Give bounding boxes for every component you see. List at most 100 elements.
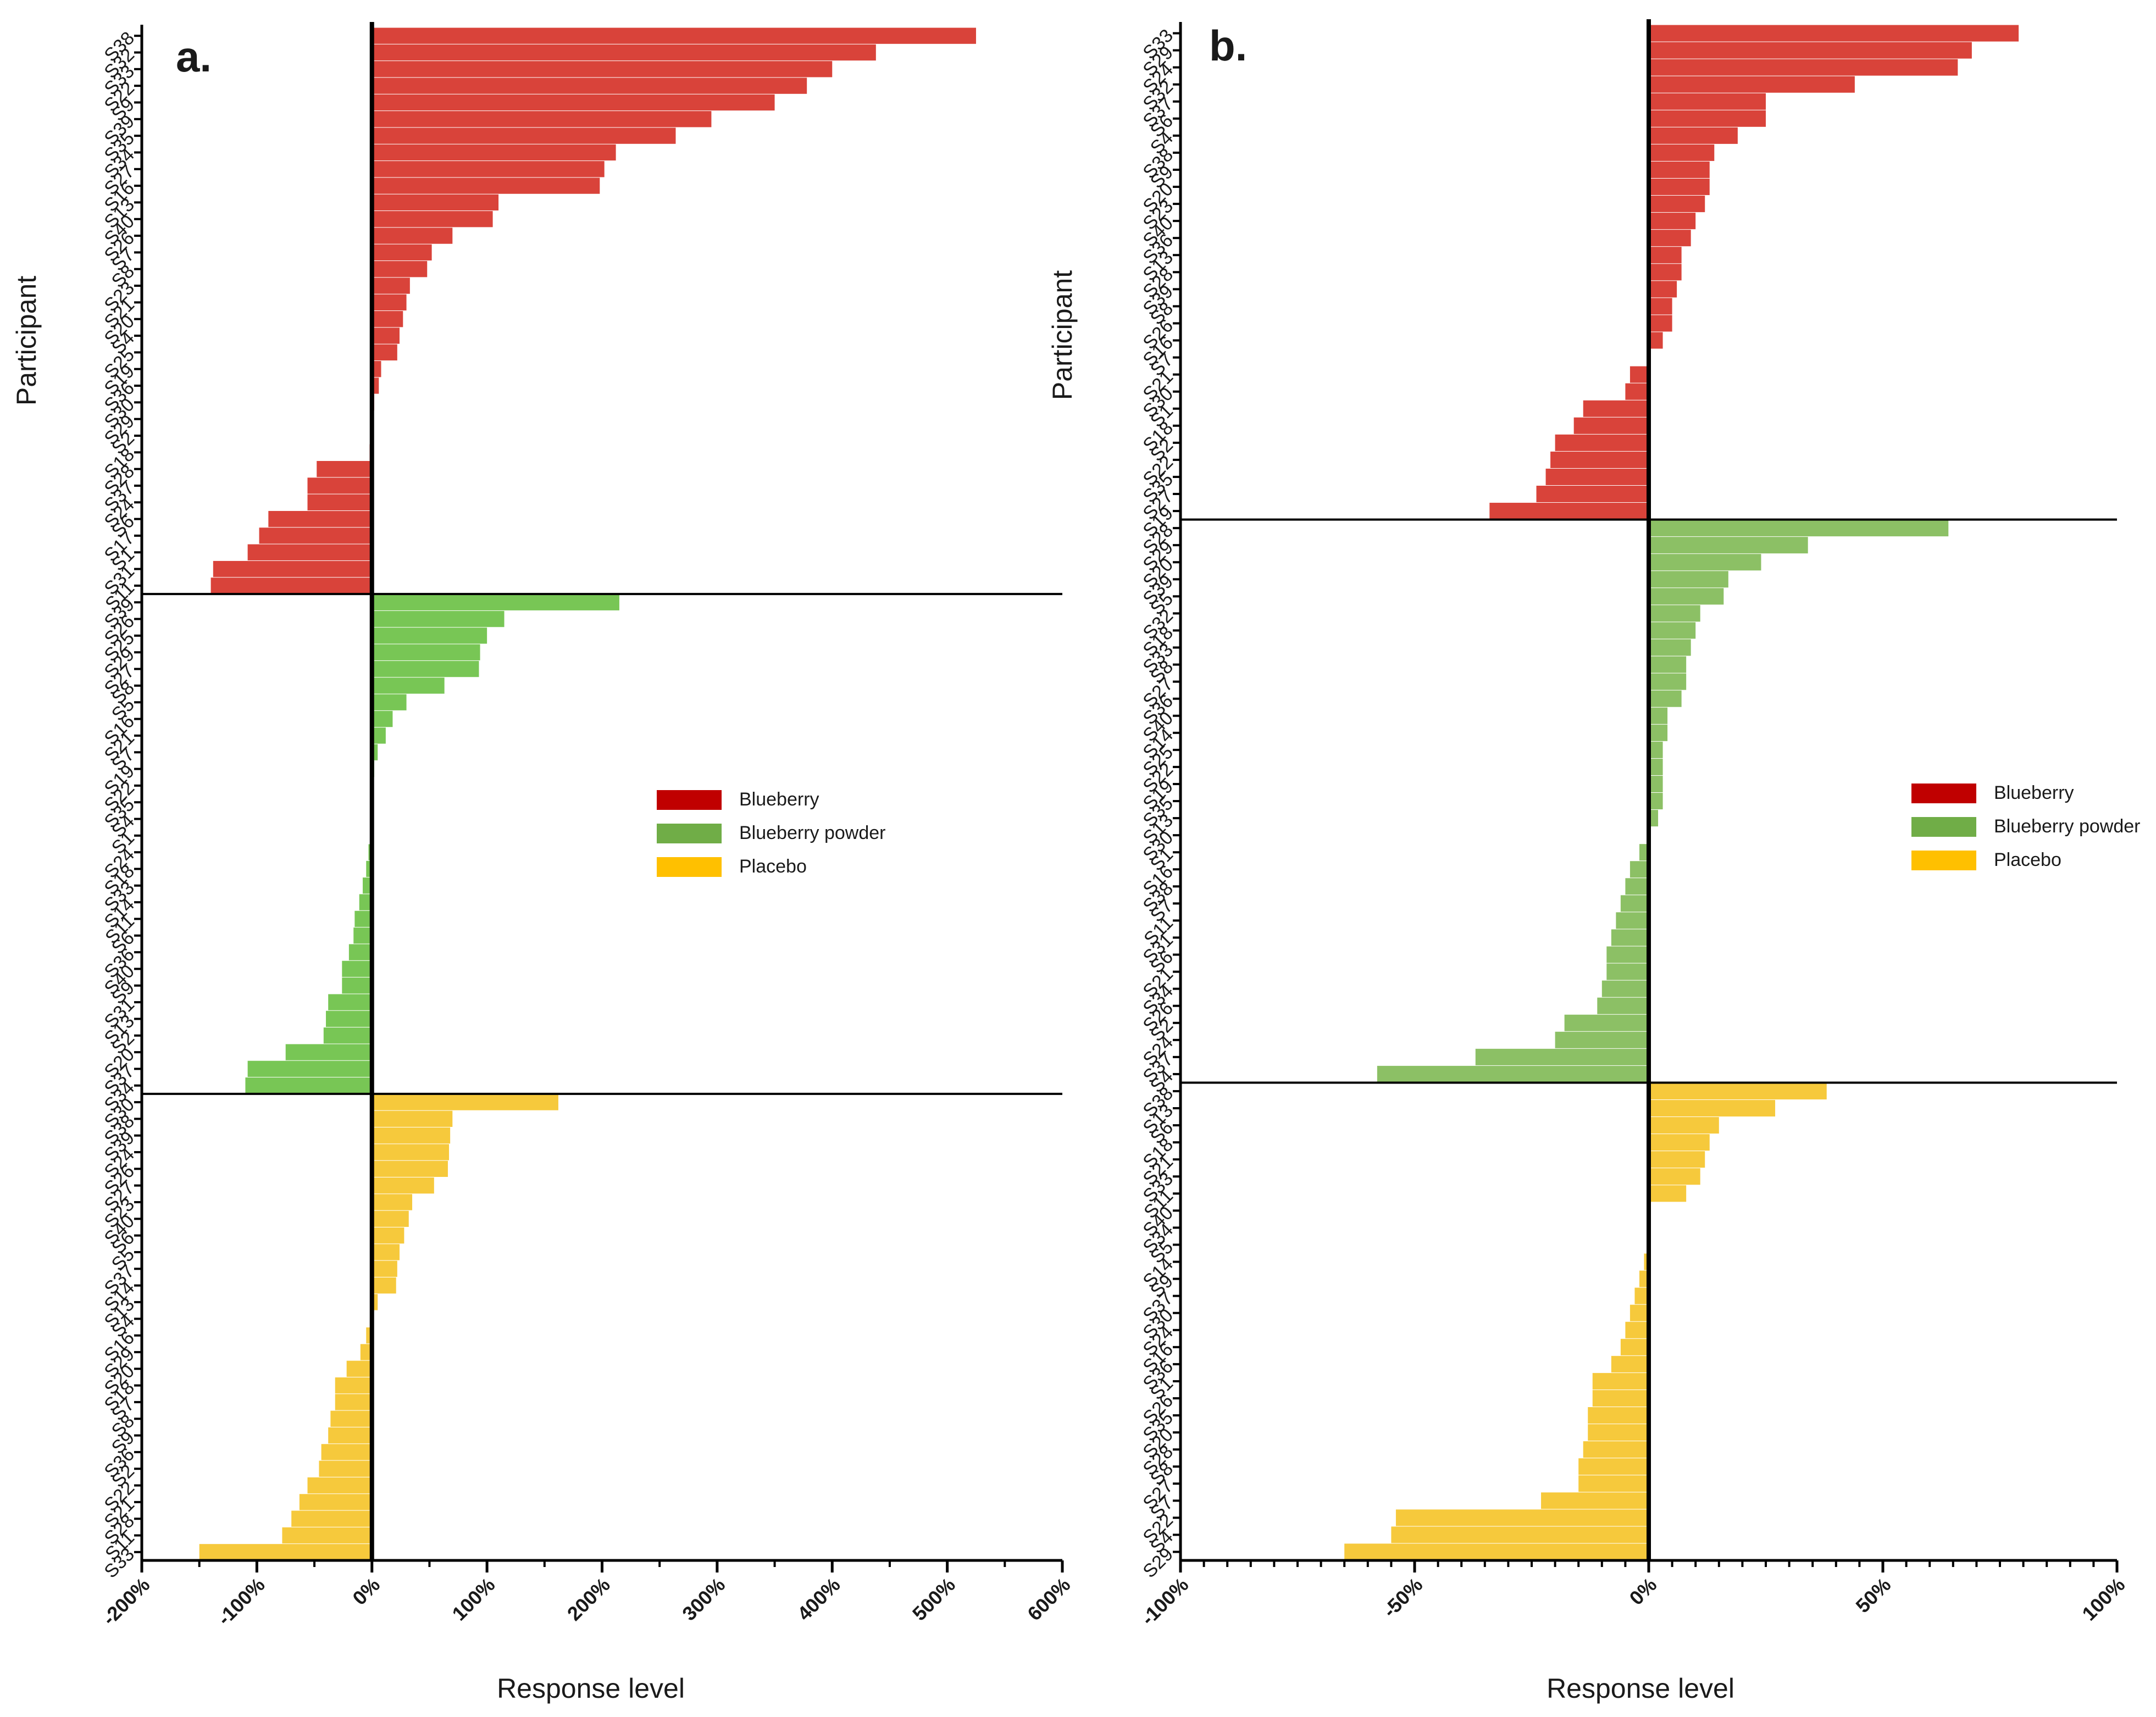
bar [360, 1344, 372, 1360]
bar [1649, 639, 1691, 656]
bar [285, 1044, 372, 1060]
bar [247, 1060, 372, 1077]
bar [1649, 25, 2019, 42]
y-axis-label: Participant [1047, 270, 1078, 400]
bar [372, 227, 453, 244]
bar [1639, 1270, 1649, 1287]
x-tick-label: 400% [793, 1573, 845, 1625]
bar [1649, 298, 1672, 315]
bar [372, 161, 605, 177]
bar [1620, 1338, 1649, 1355]
bar [1555, 434, 1649, 451]
x-tick-label: 50% [1851, 1573, 1895, 1617]
bar [1649, 1117, 1719, 1134]
chart-panel-b: S33S29S24S32S37S6S4S38S9S20S23S40S36S13S… [1047, 19, 2140, 1704]
bar [1611, 1355, 1649, 1373]
bar [372, 61, 833, 77]
bar [372, 194, 499, 211]
panel-label: a. [176, 32, 212, 81]
bar [372, 1127, 451, 1144]
bar [1588, 1424, 1649, 1441]
bar [372, 627, 487, 644]
bar [1578, 1475, 1649, 1492]
legend-label: Blueberry [1994, 782, 2074, 803]
bar [372, 1110, 453, 1127]
bar [372, 1210, 409, 1227]
legend-label: Blueberry [739, 789, 819, 810]
bar [1606, 946, 1649, 963]
bar [1592, 1390, 1649, 1407]
bar [348, 944, 372, 960]
bar [291, 1510, 372, 1527]
bar [328, 1427, 372, 1444]
bar [372, 94, 775, 111]
legend-label: Placebo [739, 856, 807, 877]
bar [330, 1410, 372, 1427]
bar [366, 1327, 372, 1344]
bar [1391, 1526, 1649, 1543]
bar [1639, 844, 1649, 861]
bar [372, 1277, 396, 1294]
bar [1649, 144, 1715, 161]
bar [1588, 1407, 1649, 1424]
bar [1649, 605, 1700, 622]
bar [346, 1360, 372, 1377]
bar [1649, 810, 1659, 827]
bar [372, 1227, 404, 1244]
bar [1649, 622, 1696, 639]
bar [307, 494, 372, 510]
bar [372, 361, 381, 377]
bar [372, 344, 397, 361]
bar [245, 1077, 372, 1094]
bar [319, 1460, 372, 1477]
bar [1649, 1185, 1687, 1202]
bar [1475, 1048, 1649, 1065]
bar [1620, 895, 1649, 912]
bar [372, 127, 676, 144]
bar [307, 477, 372, 494]
bar [1649, 554, 1761, 571]
legend-swatch [657, 790, 722, 810]
bar [1649, 724, 1668, 741]
legend-swatch [1911, 784, 1976, 803]
bar [1616, 912, 1649, 929]
bar [1555, 1031, 1649, 1048]
bar [335, 1377, 372, 1394]
bar [342, 977, 372, 994]
bar [307, 1477, 372, 1494]
x-axis-label: Response level [1547, 1673, 1734, 1704]
bar [359, 894, 372, 910]
bar [354, 910, 372, 927]
bar [372, 1294, 378, 1310]
bar [247, 544, 372, 560]
bar [1630, 1304, 1649, 1321]
x-tick-label: -100% [1137, 1573, 1193, 1630]
bar [1395, 1509, 1649, 1526]
bar [1649, 315, 1672, 332]
bar [326, 1010, 372, 1027]
bar [328, 994, 372, 1010]
chart-panel-a: S38S32S33S22S9S39S35S34S27S16S13S40S26S7… [11, 22, 1074, 1704]
bar [1649, 588, 1724, 605]
bar [1489, 503, 1649, 520]
bar [1344, 1543, 1649, 1560]
bar [1630, 366, 1649, 383]
x-tick-label: 100% [2077, 1573, 2129, 1625]
bar [1644, 1253, 1649, 1270]
bar [1649, 1151, 1705, 1168]
bar [1606, 963, 1649, 980]
bar [372, 144, 616, 161]
x-tick-label: 0% [348, 1573, 384, 1609]
bar [372, 644, 480, 660]
bar [317, 460, 372, 477]
bar [1649, 775, 1663, 792]
bar [213, 560, 372, 577]
legend-label: Placebo [1994, 849, 2061, 870]
bar [1649, 127, 1738, 144]
bar [1578, 1458, 1649, 1475]
bar [1625, 878, 1649, 895]
bar [1649, 571, 1728, 588]
x-tick-label: 600% [1023, 1573, 1074, 1625]
x-tick-label: 300% [678, 1573, 729, 1625]
